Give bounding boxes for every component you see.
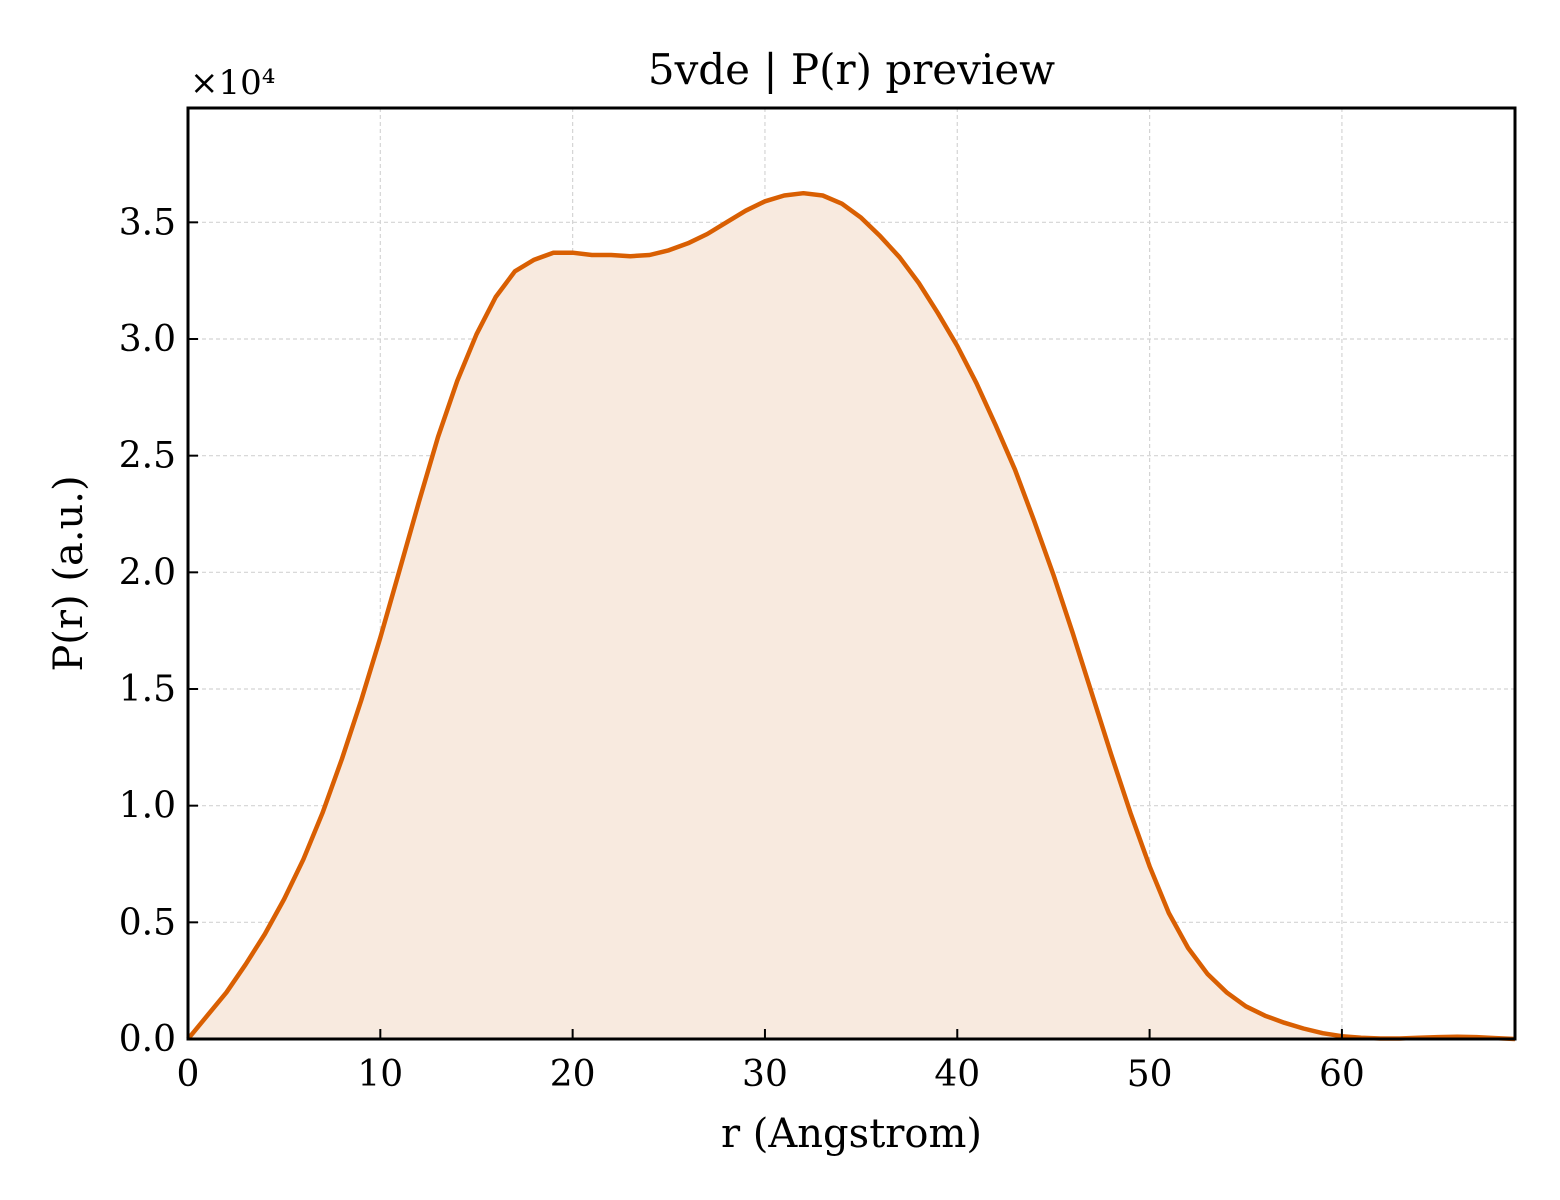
x-tick-label: 50 <box>1127 1054 1173 1095</box>
y-tick-label: 2.0 <box>119 552 176 593</box>
chart-title: 5vde | P(r) preview <box>648 45 1055 94</box>
pr-series-line <box>186 190 1516 1042</box>
y-offset-label: ×10⁴ <box>190 63 275 103</box>
x-tick-label: 10 <box>357 1054 403 1095</box>
y-tick-label: 3.5 <box>119 202 176 243</box>
plot-frame <box>186 106 1517 1041</box>
y-tick-label: 1.5 <box>119 669 176 710</box>
x-tick-label: 40 <box>934 1054 980 1095</box>
pr-area-fill <box>188 193 1515 1039</box>
x-tick-label: 0 <box>177 1054 200 1095</box>
x-tick-label: 30 <box>742 1054 788 1095</box>
x-axis-label: r (Angstrom) <box>721 1111 982 1157</box>
x-tick-label: 20 <box>550 1054 596 1095</box>
y-tick-label: 2.5 <box>119 436 176 477</box>
y-tick-label: 3.0 <box>119 319 176 360</box>
y-tick-label: 1.0 <box>119 786 176 827</box>
y-axis-label: P(r) (a.u.) <box>46 475 92 671</box>
axis-ticks: 0 10 20 30 40 50 60 0.0 0.5 1.0 1.5 2.0 2.5 3.0 3.5 <box>119 202 1365 1095</box>
y-tick-label: 0.5 <box>119 902 176 943</box>
x-tick-label: 60 <box>1319 1054 1365 1095</box>
y-tick-label: 0.0 <box>119 1019 176 1060</box>
